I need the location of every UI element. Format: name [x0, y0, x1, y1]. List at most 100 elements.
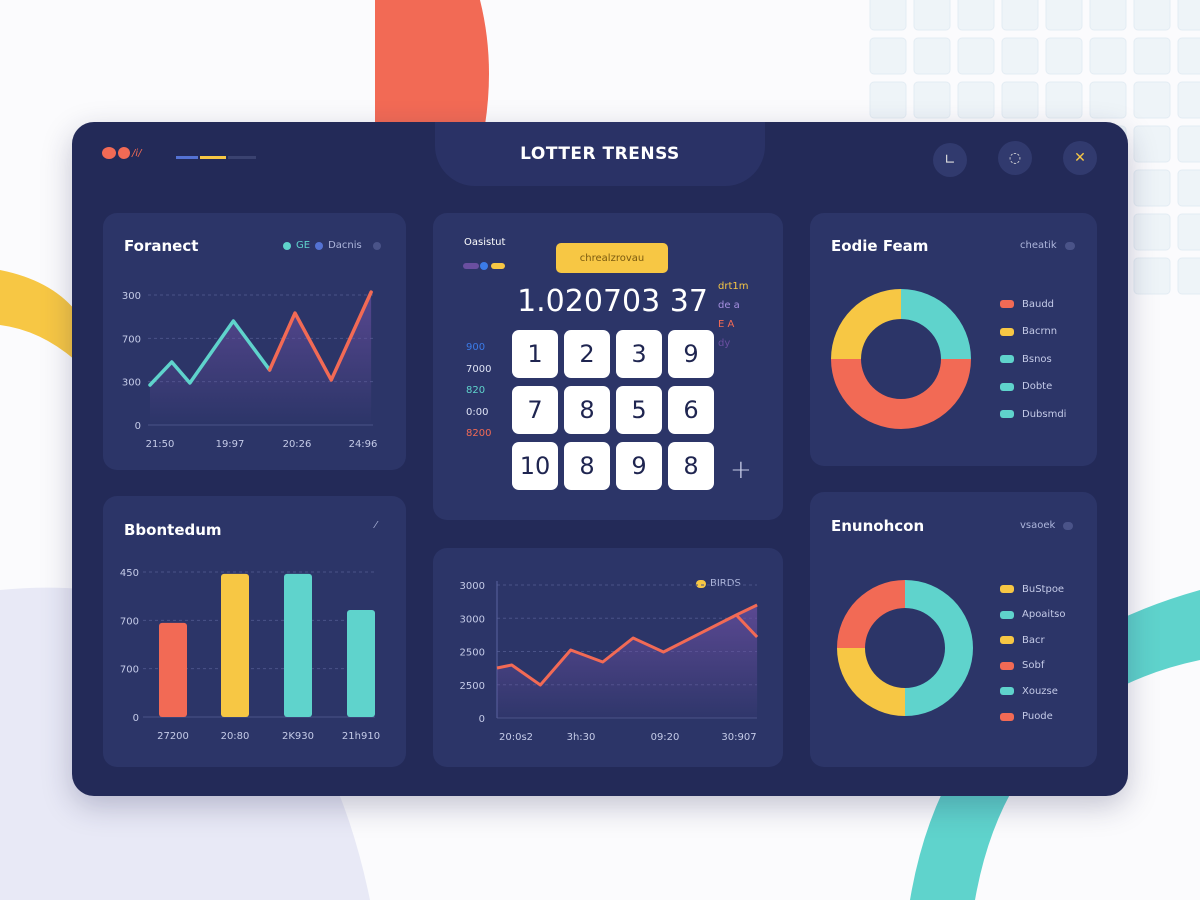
legend-label: Bsnos: [1022, 353, 1052, 365]
page-title: LOTTER TRENSS: [520, 144, 680, 164]
bar-title: Bbontedum: [124, 521, 222, 539]
bar: [347, 610, 375, 717]
y-tick-label: 700: [122, 334, 141, 345]
grid-square: [1177, 257, 1200, 295]
series-line: [148, 319, 272, 387]
grid-square: [1177, 125, 1200, 163]
number-key[interactable]: 1: [512, 330, 558, 378]
number-key[interactable]: 8: [668, 442, 714, 490]
grid-square: [1089, 37, 1127, 75]
donut-slice: [905, 580, 973, 716]
y-tick-label: 3000: [460, 581, 485, 592]
grid-square: [1177, 213, 1200, 251]
trend-area-chart: 3000 3000 2500 2500 0 20:0s2 3h:30 09:20 30:907: [460, 581, 759, 743]
donut-slice: [837, 580, 905, 648]
expand-icon[interactable]: ⁄: [375, 520, 377, 531]
add-icon[interactable]: +: [730, 455, 752, 485]
grid-square: [1045, 81, 1083, 119]
x-tick-label: 09:20: [651, 732, 680, 743]
number-key[interactable]: 2: [564, 330, 610, 378]
grid-square: [1133, 81, 1171, 119]
legend-item: Puode: [1000, 710, 1065, 724]
number-key[interactable]: 6: [668, 386, 714, 434]
y-tick-label: 300: [122, 378, 141, 389]
legend-item: Xouzse: [1000, 684, 1065, 698]
number-key[interactable]: 8: [564, 442, 610, 490]
x-tick-label: 27200: [157, 731, 189, 742]
bar: [159, 622, 187, 717]
legend-label: Dubsmdi: [1022, 408, 1067, 420]
logo: /i/: [102, 147, 142, 159]
legend-label: Puode: [1022, 711, 1053, 722]
number-key[interactable]: 5: [616, 386, 662, 434]
legend-swatch: [1000, 300, 1014, 308]
number-key[interactable]: 3: [616, 330, 662, 378]
number-key[interactable]: 10: [512, 442, 558, 490]
legend-item: Dobte: [1000, 380, 1066, 394]
tools-icon[interactable]: ✕: [1063, 141, 1097, 175]
y-tick-label: 700: [120, 665, 139, 676]
grid-square: [869, 37, 907, 75]
grid-square: [1001, 37, 1039, 75]
big-number: 1.020703 37: [517, 284, 708, 319]
grid-square: [913, 0, 951, 31]
series-line: [267, 290, 373, 382]
trend-legend[interactable]: BIRDS: [696, 578, 741, 589]
legend-item: Bacrnn: [1000, 325, 1066, 339]
legend-label: Baudd: [1022, 298, 1055, 310]
legend-item: BuStpoe: [1000, 582, 1065, 596]
generate-button[interactable]: chrealzrovau: [556, 243, 668, 273]
x-tick-label: 21h910: [342, 731, 380, 742]
y-tick-label: 3000: [460, 614, 485, 625]
legend-item: Dubsmdi: [1000, 407, 1066, 421]
picker-label: Oasistut: [464, 237, 506, 248]
label-item: E A: [718, 319, 735, 330]
y-tick-label: 0: [133, 713, 139, 724]
legend-swatch: [1000, 355, 1014, 363]
number-keypad: 1 2 3 9 7 8 5 6 10 8 9 8: [512, 330, 714, 490]
x-tick-label: 24:96: [349, 439, 378, 450]
label-item: 8200: [466, 428, 492, 439]
legend-item: Bacr: [1000, 633, 1065, 647]
x-tick-label: 2K930: [282, 731, 314, 742]
legend-swatch: [1000, 327, 1014, 336]
x-tick-label: 20:0s2: [499, 732, 533, 743]
legend-label: BuStpoe: [1022, 583, 1065, 595]
grid-square: [957, 37, 995, 75]
number-key[interactable]: 7: [512, 386, 558, 434]
number-key[interactable]: 9: [616, 442, 662, 490]
y-tick-label: 2500: [460, 681, 485, 692]
donut1-title: Eodie Feam: [831, 237, 929, 255]
donut2-action[interactable]: vsaoek: [1020, 520, 1074, 531]
grid-square: [1045, 0, 1083, 31]
donut1-action[interactable]: cheatik: [1020, 240, 1075, 251]
series-branch: [735, 613, 759, 639]
legend-swatch: [1000, 712, 1014, 721]
x-tick-label: 19:97: [216, 439, 245, 450]
label-item: 820: [466, 385, 486, 396]
grid-square: [1177, 169, 1200, 207]
clock-icon[interactable]: ◌: [998, 141, 1032, 175]
legend-label: Bacrnn: [1022, 326, 1058, 337]
number-key[interactable]: 9: [668, 330, 714, 378]
label-item: 0:00: [466, 406, 489, 418]
legend-swatch: [1000, 687, 1014, 695]
legend-swatch: [1000, 661, 1014, 670]
forecast-legend[interactable]: GE Dacnis: [283, 240, 381, 251]
legend-swatch: [1000, 636, 1014, 644]
y-tick-label: 700: [120, 616, 139, 627]
legend-label: Sobf: [1022, 660, 1045, 671]
y-tick-label: 450: [120, 568, 139, 579]
x-tick-label: 20:80: [221, 731, 250, 742]
grid-square: [1177, 81, 1200, 119]
grid-square: [913, 37, 951, 75]
x-tick-label: 30:907: [721, 732, 756, 743]
donut-chart-1: [831, 289, 971, 429]
grid-square: [1177, 0, 1200, 31]
grid-square: [957, 0, 995, 31]
user-icon[interactable]: ∟: [933, 143, 967, 177]
grid-square: [1089, 81, 1127, 119]
donut-slice: [831, 289, 901, 359]
label-item: 7000: [466, 363, 492, 375]
number-key[interactable]: 8: [564, 386, 610, 434]
